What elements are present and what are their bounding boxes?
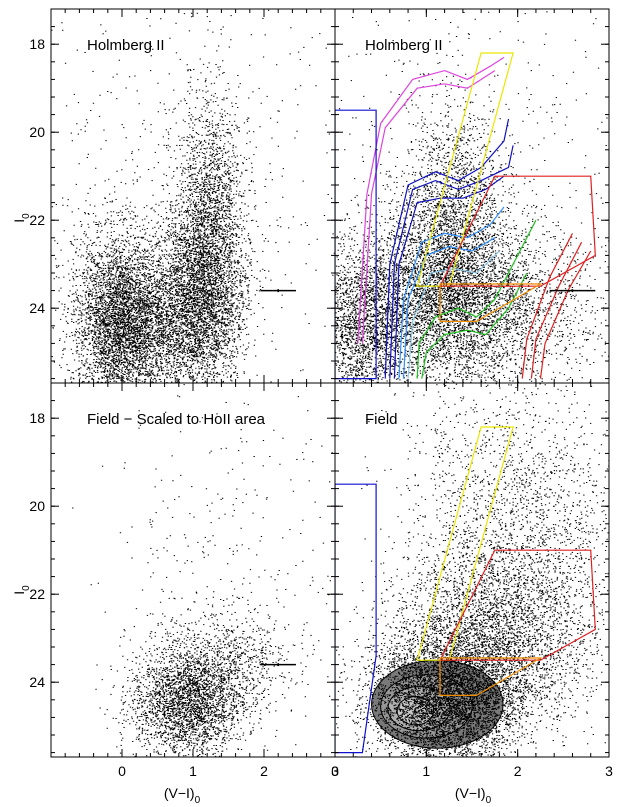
error-cross-11 <box>273 698 300 711</box>
y-tick-label: 20 <box>29 124 45 140</box>
star-points <box>72 384 335 757</box>
isochrone-track-6 <box>402 237 496 379</box>
yellow-box-region <box>416 52 514 287</box>
isochrone-track-3 <box>389 145 514 379</box>
panel-title: Field <box>365 411 398 428</box>
isochrone-track-9 <box>421 272 528 379</box>
isochrone-track-8 <box>416 219 537 379</box>
isochrone-track-1 <box>361 70 496 344</box>
error-cross-1 <box>285 483 289 485</box>
isochrone-track-0 <box>357 56 505 344</box>
red-box-region <box>439 175 596 287</box>
x-tick-label: 0 <box>118 763 126 779</box>
star-points <box>51 9 335 383</box>
x-tick-label: 3 <box>331 763 339 779</box>
blue-box-region <box>335 483 377 754</box>
isochrone-track-4 <box>393 175 505 379</box>
star-points-path <box>335 11 609 383</box>
panel-frame <box>50 8 336 384</box>
axis-ticks <box>50 8 336 383</box>
error-cross-6 <box>284 593 289 596</box>
panel-bottom-right: 0 1 2 3 Field <box>267 382 613 779</box>
x-tick-label: 2 <box>260 763 268 779</box>
panel-bottom-left: 18 20 22 24 0 1 2 3 Field − Scaled to HoII area <box>29 382 339 779</box>
error-cross-12 <box>267 717 307 736</box>
y-tick-label: 22 <box>29 586 45 602</box>
axis-ticks <box>334 8 610 383</box>
x-axis-label-right: (V−I)0 <box>455 785 492 806</box>
blue-box-region <box>335 109 377 380</box>
axis-ticks <box>334 382 610 757</box>
star-points-path <box>336 383 609 757</box>
panel-title: Holmberg II <box>87 37 165 54</box>
y-tick-label: 18 <box>29 410 45 426</box>
panel-frame <box>334 382 610 758</box>
photometric-error-bar <box>549 289 596 293</box>
y-tick-label: 20 <box>29 498 45 514</box>
isochrone-track-7 <box>407 250 500 379</box>
isochrone-track-10 <box>521 233 573 379</box>
photometric-error-bar <box>260 289 296 293</box>
error-cross-5 <box>284 571 289 574</box>
x-tick-label: 1 <box>422 763 430 779</box>
error-cross-7 <box>283 614 290 618</box>
star-points-path <box>72 384 335 757</box>
x-tick-label: 3 <box>605 763 613 779</box>
star-points <box>335 11 609 383</box>
isochrone-track-11 <box>530 241 583 379</box>
x-axis-label-left: (V−I)0 <box>164 785 201 806</box>
error-cross-2 <box>285 505 289 507</box>
x-tick-label: 0 <box>331 763 339 779</box>
red-box-region <box>439 549 596 661</box>
error-cross-0 <box>285 461 289 463</box>
plot-area <box>267 383 609 757</box>
yellow-box-region <box>416 426 514 661</box>
y-tick-label: 24 <box>29 674 45 690</box>
y-axis-label-bottom: I0 <box>11 585 32 595</box>
orange-box-region <box>439 283 543 322</box>
plot-area <box>72 384 335 757</box>
error-cross-10 <box>278 678 296 687</box>
y-tick-label: 24 <box>29 300 45 316</box>
panel-top-right: Holmberg II <box>334 8 610 384</box>
y-axis-label-top: I0 <box>11 213 32 223</box>
y-tick-label: 22 <box>29 212 45 228</box>
isochrone-track-5 <box>398 206 505 379</box>
panel-title: Holmberg II <box>365 37 443 54</box>
isochrone-track-12 <box>539 250 592 379</box>
star-points-path <box>51 9 335 383</box>
x-tick-label: 1 <box>189 763 197 779</box>
error-cross-8 <box>282 636 291 640</box>
x-tick-label: 2 <box>514 763 522 779</box>
error-cross-3 <box>285 527 289 529</box>
panel-top-left: 18 20 22 24 Holmberg II <box>29 8 336 384</box>
error-cross-9 <box>281 657 294 663</box>
panel-title: Field − Scaled to HoII area <box>87 411 266 428</box>
orange-box-region <box>439 657 543 697</box>
star-points <box>336 383 609 757</box>
plot-area <box>335 11 609 383</box>
plot-area <box>51 9 335 383</box>
photometric-error-bar <box>260 663 296 667</box>
error-cross-4 <box>285 549 289 552</box>
y-tick-label: 18 <box>29 36 45 52</box>
